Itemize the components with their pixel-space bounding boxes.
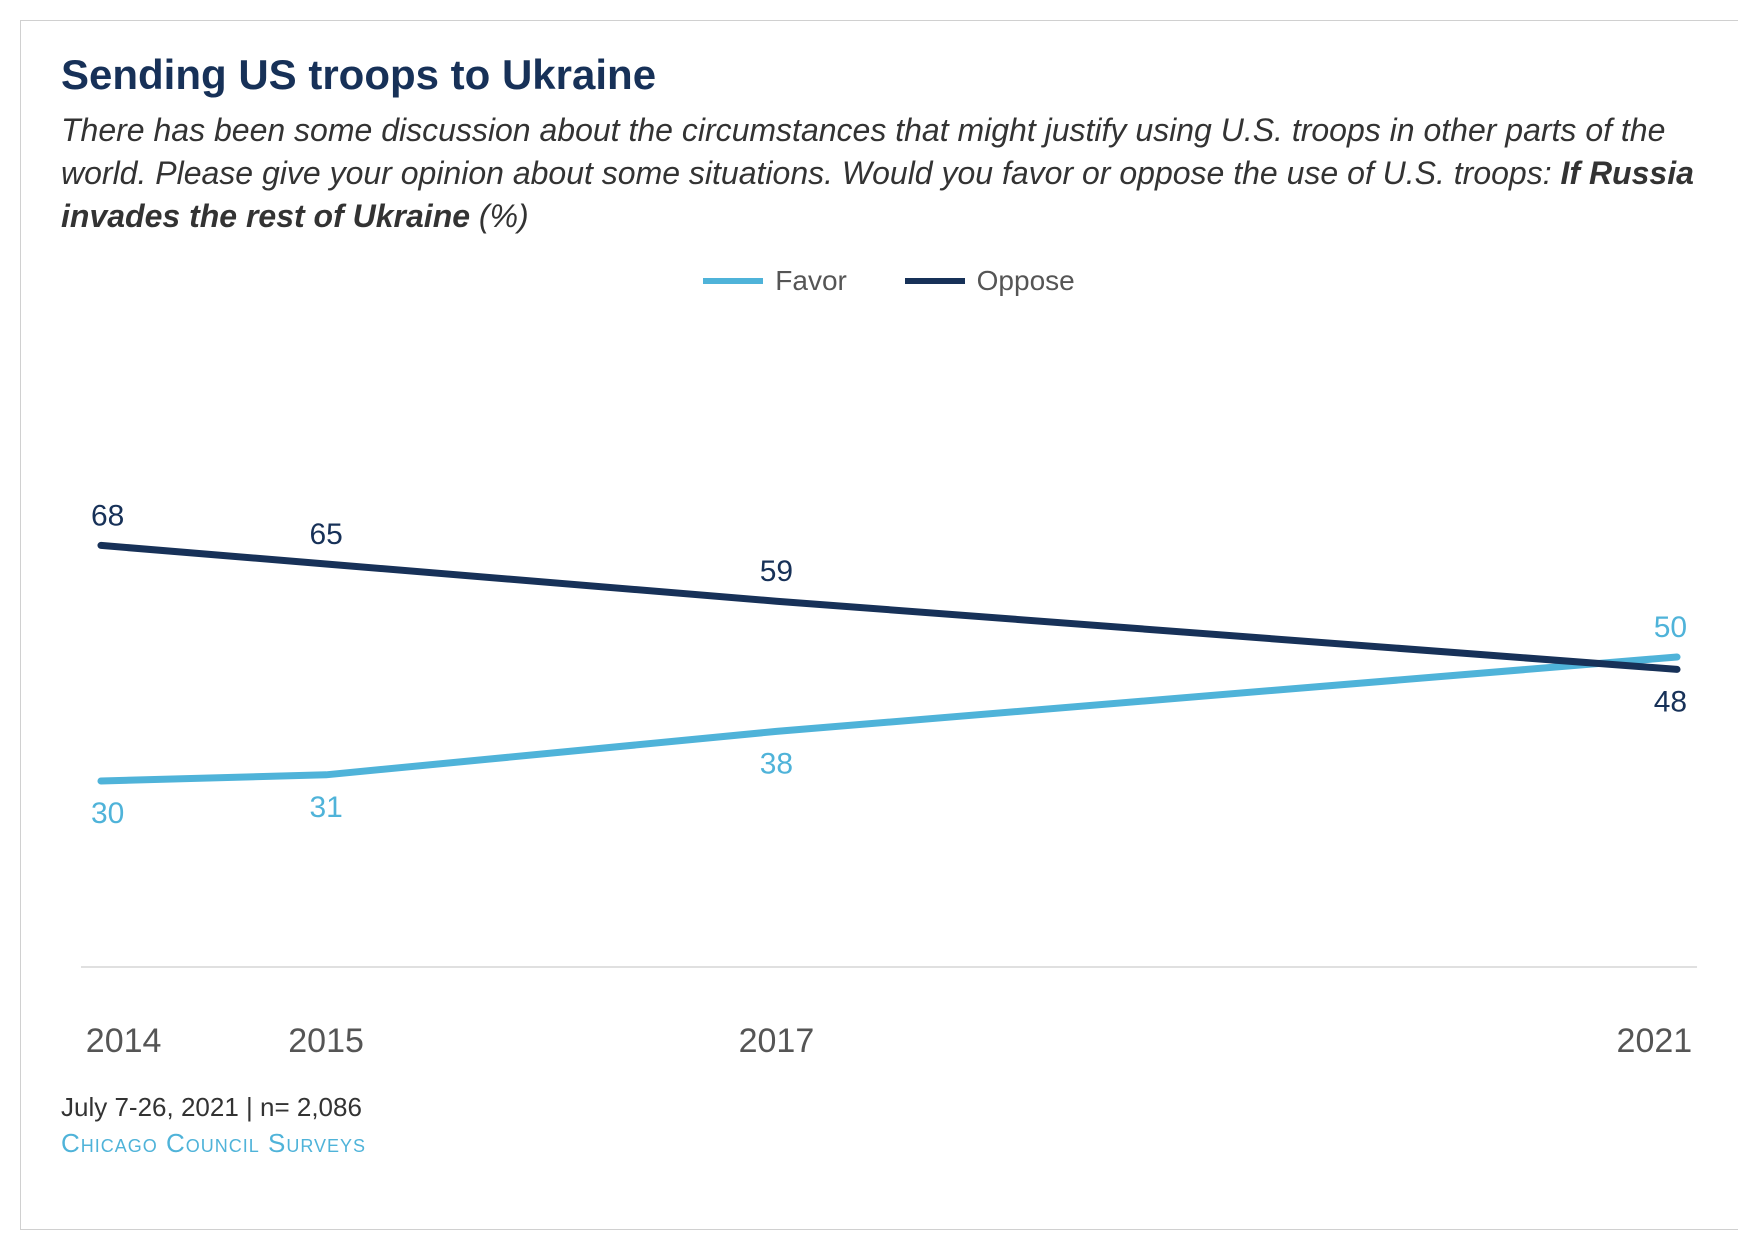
chart-container: Sending US troops to Ukraine There has b… [20,20,1738,1230]
legend-label-favor: Favor [775,265,847,297]
x-axis-label: 2015 [288,1022,364,1061]
subtitle-suffix: (%) [470,198,529,234]
plot-svg: 30 31 38 50 68 65 59 48 [61,327,1717,1007]
footer-source: Chicago Council Surveys [61,1128,1717,1159]
chart-legend: Favor Oppose [61,259,1717,297]
legend-item-oppose: Oppose [905,265,1075,297]
chart-subtitle: There has been some discussion about the… [61,109,1717,239]
x-axis-label: 2021 [1617,1022,1693,1061]
svg-text:31: 31 [309,790,342,823]
subtitle-plain: There has been some discussion about the… [61,112,1665,191]
svg-text:59: 59 [760,555,793,588]
x-axis-labels: 2014 2015 2017 2021 [61,1022,1717,1062]
plot-area: 30 31 38 50 68 65 59 48 [61,327,1717,1007]
x-axis-label: 2014 [86,1022,162,1061]
x-axis-label: 2017 [739,1022,815,1061]
svg-text:38: 38 [760,747,793,780]
svg-text:65: 65 [309,518,342,551]
legend-item-favor: Favor [703,265,847,297]
legend-label-oppose: Oppose [977,265,1075,297]
legend-swatch-oppose [905,278,965,284]
svg-text:30: 30 [91,797,124,830]
legend-swatch-favor [703,278,763,284]
chart-title: Sending US troops to Ukraine [61,51,1717,99]
footer-note: July 7-26, 2021 | n= 2,086 [61,1092,1717,1123]
svg-text:50: 50 [1654,611,1687,644]
svg-text:68: 68 [91,499,124,532]
svg-text:48: 48 [1654,685,1687,718]
